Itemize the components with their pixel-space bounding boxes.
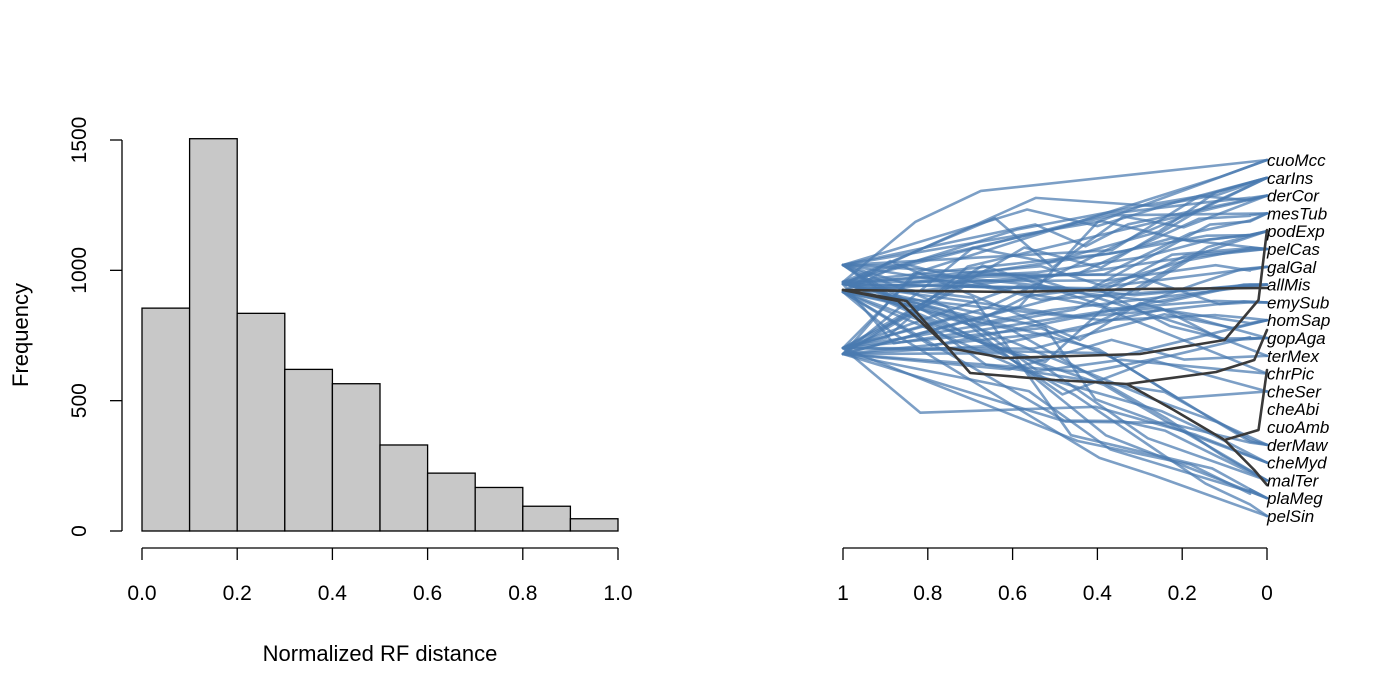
tree-branch-line — [841, 246, 1269, 292]
tree-branch-line — [841, 194, 1269, 267]
histogram-x-axis: 0.0 0.2 0.4 0.6 0.8 1.0 — [127, 547, 633, 605]
tip-label: carIns — [1267, 169, 1314, 188]
tip-label: cheAbi — [1267, 400, 1320, 419]
tip-label: pelCas — [1266, 240, 1320, 259]
histogram-bar — [188, 138, 238, 532]
x-tick-label: 0.2 — [223, 582, 252, 605]
histogram-bar — [569, 518, 619, 532]
tree-branch-line — [841, 263, 1269, 518]
x-tick-label: 0.8 — [508, 582, 537, 605]
histogram-bars — [141, 138, 619, 532]
tip-label: homSap — [1267, 311, 1330, 330]
tip-label: pelSin — [1266, 507, 1314, 526]
tree-branch-line — [841, 280, 1269, 500]
histogram-bar — [379, 444, 429, 532]
x-tick-label: 0.4 — [318, 582, 348, 605]
tree-x-tick-label: 1 — [837, 582, 849, 605]
tip-label: derCor — [1267, 187, 1320, 206]
consensus-tree-line — [1125, 328, 1269, 386]
x-tick-label: 0.0 — [127, 582, 156, 605]
histogram-x-axis-title: Normalized RF distance — [263, 641, 498, 666]
tree-branch-line — [841, 314, 1269, 375]
tip-label: emySub — [1267, 293, 1329, 312]
tree-branch-line — [841, 352, 1269, 447]
histogram-panel: 0 500 1000 1500 0.0 0.2 0.4 0.6 0.8 1.0 Normaliz… — [8, 117, 633, 666]
tip-label: cheSer — [1267, 382, 1322, 401]
tree-branch-line — [841, 176, 1269, 356]
tip-label: cuoMcc — [1267, 151, 1326, 170]
tree-lines — [841, 158, 1269, 518]
tip-labels: cuoMcccarInsderCormesTubpodExppelCasgalG… — [1266, 151, 1330, 526]
histogram-bar — [284, 368, 334, 532]
histogram-y-axis: 0 500 1000 1500 — [68, 117, 123, 537]
tree-branch-line — [841, 351, 1269, 396]
tip-label: gopAga — [1267, 329, 1326, 348]
histogram-bar — [141, 307, 191, 532]
tip-label: plaMeg — [1266, 489, 1323, 508]
y-tick-label: 1500 — [68, 117, 91, 164]
tip-label: mesTub — [1267, 204, 1327, 223]
consensus-tree-lines — [841, 228, 1269, 487]
tip-label: chrPic — [1267, 365, 1315, 384]
histogram-bar — [331, 383, 381, 532]
y-tick-label: 0 — [68, 525, 91, 537]
tree-x-tick-label: 0.2 — [1168, 582, 1197, 605]
tree-branch-line — [841, 229, 1269, 356]
histogram-bar — [474, 486, 524, 532]
consensus-tree-line — [841, 286, 1269, 294]
tree-branch-line — [841, 259, 1269, 342]
tree-branch-line — [841, 212, 1269, 294]
tree-branch-line — [841, 176, 1269, 286]
histogram-y-axis-title: Frequency — [8, 283, 33, 387]
tree-branch-line — [841, 290, 1269, 322]
tree-branch-line — [841, 290, 1269, 482]
tip-label: terMex — [1267, 347, 1319, 366]
histogram-bar — [236, 312, 286, 532]
tree-panel: cuoMcccarInsderCormesTubpodExppelCasgalG… — [837, 151, 1330, 605]
consensus-tree-line — [841, 228, 1269, 360]
tree-branch-line — [841, 158, 1269, 284]
y-tick-label: 500 — [68, 383, 91, 418]
histogram-bar — [426, 472, 476, 532]
tip-label: cheMyd — [1267, 454, 1327, 473]
tree-branch-line — [841, 212, 1269, 350]
x-tick-label: 1.0 — [603, 582, 632, 605]
tree-branch-line — [841, 280, 1269, 482]
tree-x-axis: 1 0.8 0.6 0.4 0.2 0 — [837, 547, 1273, 605]
tip-label: galGal — [1267, 258, 1317, 277]
tree-x-tick-label: 0.4 — [1083, 582, 1113, 605]
tip-label: derMaw — [1267, 436, 1329, 455]
consensus-tree-line — [1223, 438, 1269, 487]
histogram-bar — [522, 505, 572, 532]
tip-label: malTer — [1267, 471, 1320, 490]
tip-label: podExp — [1266, 222, 1325, 241]
tree-branch-line — [841, 338, 1269, 371]
tree-x-tick-label: 0.8 — [913, 582, 942, 605]
tree-branch-line — [841, 247, 1269, 350]
tree-branch-line — [841, 263, 1269, 500]
x-tick-label: 0.6 — [413, 582, 442, 605]
tree-x-tick-label: 0.6 — [998, 582, 1027, 605]
tree-branch-line — [841, 346, 1269, 464]
tree-branch-line — [841, 308, 1269, 356]
y-tick-label: 1000 — [68, 247, 91, 294]
tip-label: cuoAmb — [1267, 418, 1329, 437]
tree-x-tick-label: 0 — [1261, 582, 1273, 605]
tip-label: allMis — [1267, 276, 1311, 295]
